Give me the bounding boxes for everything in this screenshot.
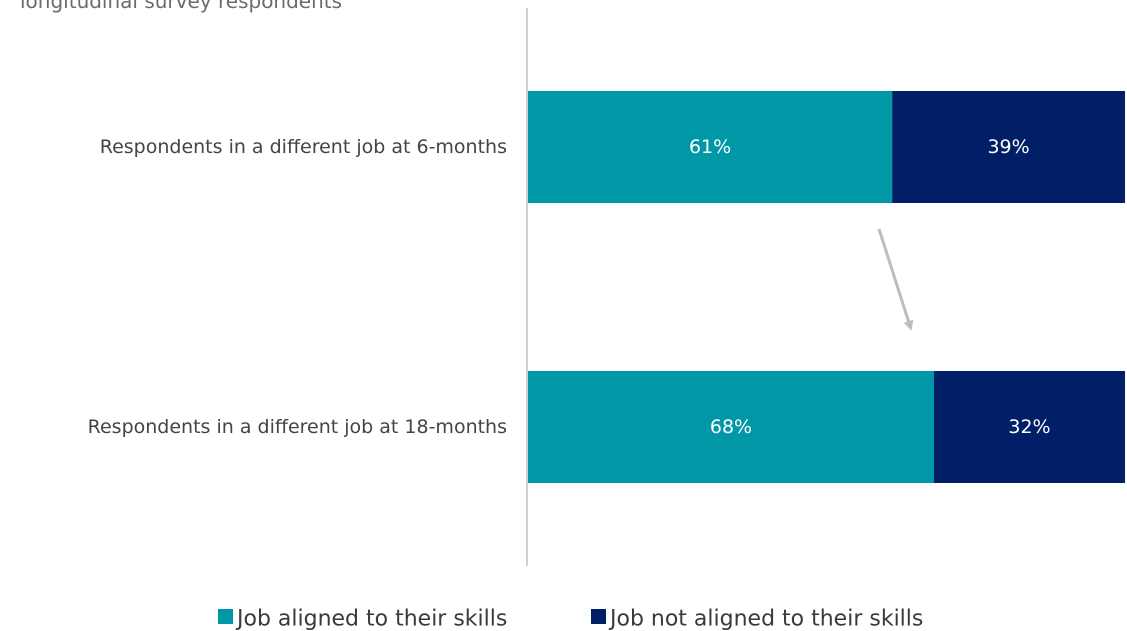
legend-swatch — [591, 609, 606, 624]
chart-subtitle: longitudinal survey respondents — [20, 0, 342, 13]
bar-data-label: 32% — [1008, 416, 1050, 438]
bar-data-label: 39% — [987, 136, 1029, 158]
bar-segment-not-aligned — [892, 91, 1125, 203]
bar-segment-aligned — [528, 91, 893, 203]
bar-data-label: 61% — [689, 136, 731, 158]
legend-swatch — [218, 609, 233, 624]
category-label: Respondents in a different job at 18-mon… — [88, 416, 507, 438]
bars-layer: Respondents in a different job at 6-mont… — [88, 91, 1125, 483]
legend: Job aligned to their skills Job not align… — [218, 607, 923, 631]
bar-segment-aligned — [528, 371, 934, 483]
bar-data-label: 68% — [710, 416, 752, 438]
legend-label: Job aligned to their skills — [235, 607, 507, 631]
trend-arrow — [877, 228, 914, 331]
legend-label: Job not aligned to their skills — [608, 607, 923, 631]
category-label: Respondents in a different job at 6-mont… — [100, 136, 507, 158]
bar-segment-not-aligned — [933, 371, 1125, 483]
